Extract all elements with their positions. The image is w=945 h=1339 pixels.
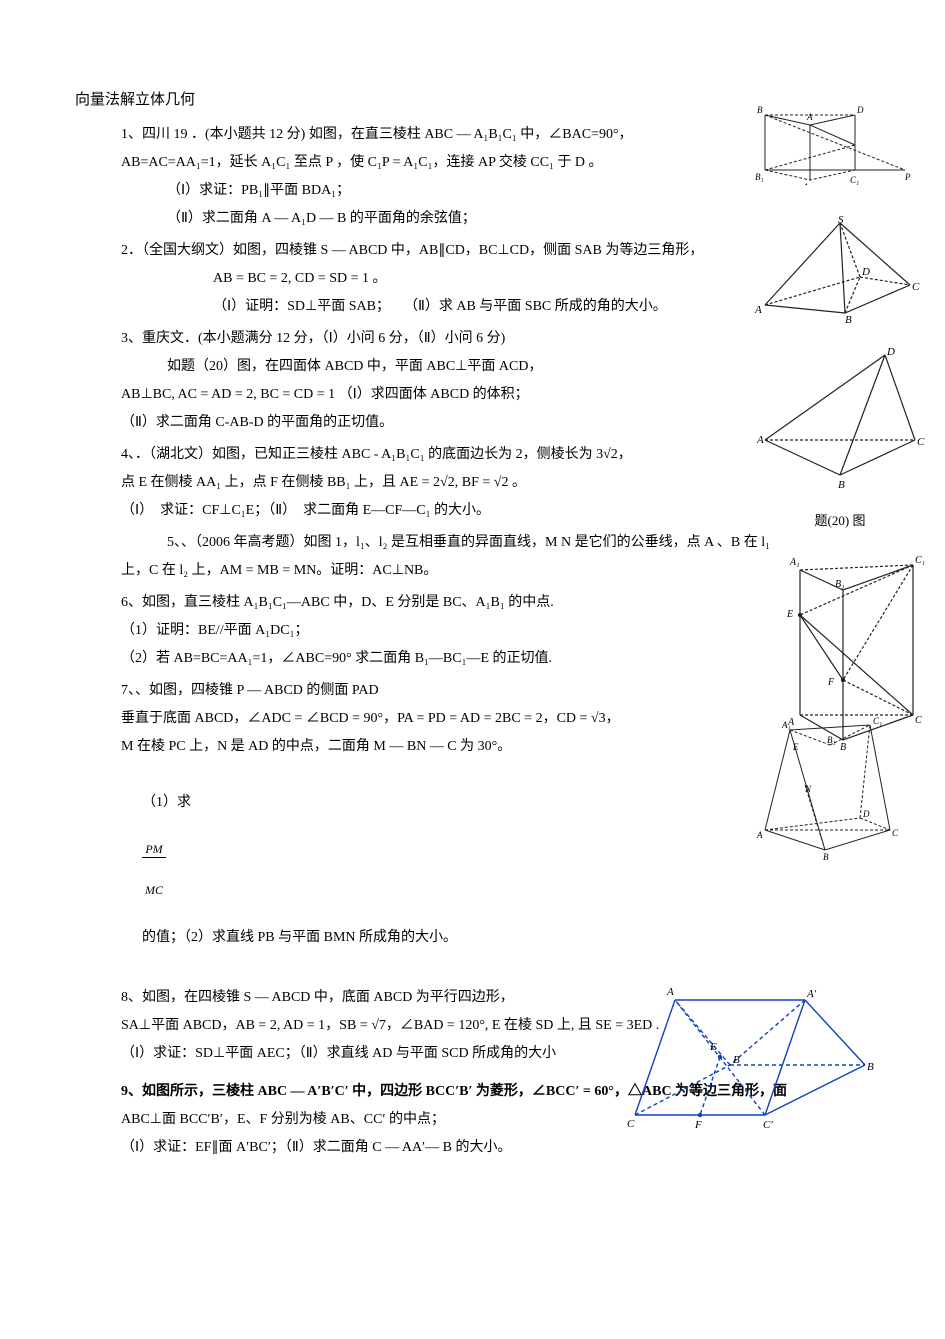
vertex-label: A: [754, 304, 762, 316]
figure-tetra-3: A B C D 题(20) 图: [755, 345, 925, 534]
text-line: 点 E 在侧棱 AA₁ 上，点 F 在侧棱 BB₁ 上，且 AE = 2√2, …: [75, 469, 870, 497]
text-span: 的值；（2）求直线 PB 与平面 BMN 所成角的大小。: [142, 930, 457, 945]
vertex-label: A₁: [789, 557, 800, 568]
vertex-label: A: [756, 434, 764, 446]
vertex-label: P: [904, 172, 911, 182]
page-title: 向量法解立体几何: [75, 85, 870, 115]
vertex-label: B: [733, 1054, 740, 1066]
worksheet-page: 向量法解立体几何 1、四川 19 ．(本小题共 12 分) 如图，在直三棱柱 A…: [0, 0, 945, 1206]
text-line: 4、．（湖北文）如图，已知正三棱柱 ABC - A₁B₁C₁ 的底面边长为 2，…: [75, 441, 870, 469]
vertex-label: E: [709, 1041, 717, 1053]
figure-pyramid-2: S A B C D: [750, 215, 925, 336]
problem-4: 4、．（湖北文）如图，已知正三棱柱 ABC - A₁B₁C₁ 的底面边长为 2，…: [75, 441, 870, 525]
text-line: （Ⅱ）求二面角 C-AB-D 的平面角的正切值。: [75, 409, 870, 437]
vertex-label: F: [694, 1119, 702, 1131]
text-line: 7、、如图，四棱锥 P — ABCD 的侧面 PAD: [75, 677, 870, 705]
vertex-label: A: [666, 986, 674, 998]
vertex-label: C: [915, 715, 922, 726]
vertex-label: C: [917, 436, 925, 448]
vertex-label: A′: [806, 988, 817, 1000]
vertex-label: C: [892, 828, 899, 838]
text-line: AB⊥BC, AC = AD = 2, BC = CD = 1 （Ⅰ）求四面体 …: [75, 381, 870, 409]
vertex-label: D: [861, 266, 870, 278]
text-line: AB=AC=AA₁=1，延长 A₁C₁ 至点 P ，使 C₁P = A₁C₁，连…: [75, 149, 870, 177]
vertex-label: N: [804, 784, 812, 794]
vertex-label: C: [627, 1118, 635, 1130]
text-line: （Ⅰ）求证：PB₁∥平面 BDA₁；: [75, 177, 870, 205]
problem-3: 3、重庆文．(本小题满分 12 分，（Ⅰ）小问 6 分，（Ⅱ）小问 6 分) 如…: [75, 325, 870, 437]
vertex-label: A₁: [781, 720, 791, 730]
text-line: （Ⅰ） 求证：CF⊥C₁E；（Ⅱ） 求二面角 E—CF—C₁ 的大小。: [75, 497, 870, 525]
text-line: M 在棱 PC 上，N 是 AD 的中点，二面角 M — BN — C 为 30…: [75, 733, 870, 761]
text-line: 1、四川 19 ．(本小题共 12 分) 如图，在直三棱柱 ABC — A₁B₁…: [75, 121, 870, 149]
figure-caption: 题(20) 图: [755, 508, 925, 534]
problem-7: 7、、如图，四棱锥 P — ABCD 的侧面 PAD 垂直于底面 ABCD，∠A…: [75, 677, 870, 980]
vertex-label: B₁: [835, 579, 845, 590]
figure-pyramid-7: A B C D A₁ B₁ C₁ E N: [755, 710, 905, 871]
vertex-label: C: [912, 281, 920, 293]
text-line: （1）求 PM MC 的值；（2）求直线 PB 与平面 BMN 所成角的大小。: [75, 761, 870, 980]
vertex-label: B: [757, 105, 763, 115]
vertex-label: C₁: [850, 175, 859, 185]
vertex-label: F: [827, 677, 835, 688]
vertex-label: B′: [867, 1061, 875, 1073]
vertex-label: D: [862, 809, 870, 819]
vertex-label: C′: [763, 1119, 773, 1131]
text-line: 6、如图，直三棱柱 A₁B₁C₁—ABC 中，D、E 分别是 BC、A₁B₁ 的…: [75, 589, 870, 617]
vertex-label: B: [845, 314, 852, 325]
vertex-label: A: [806, 112, 813, 122]
vertex-label: A: [756, 830, 763, 840]
figure-prism-9: A A′ B B′ C C′ E F: [615, 975, 875, 1146]
fraction-denominator: MC: [142, 884, 166, 897]
text-line: 上，C 在 l₂ 上，AM = MB = MN。证明：AC⊥NB。: [75, 557, 870, 585]
vertex-label: B: [838, 479, 845, 491]
text-line: 5、、（2006 年高考题）如图 1，l₁、l₂ 是互相垂直的异面直线，M N …: [75, 529, 870, 557]
vertex-label: C₁: [915, 555, 925, 566]
text-line: （2）若 AB=BC=AA₁=1，∠ABC=90° 求二面角 B₁—BC₁—E …: [75, 645, 870, 673]
vertex-label: D: [856, 105, 864, 115]
fraction: PM MC: [142, 817, 166, 924]
fraction-numerator: PM: [142, 843, 166, 857]
text-line: 如题（20）图，在四面体 ABCD 中，平面 ABC⊥平面 ACD，: [75, 353, 870, 381]
problem-6: 6、如图，直三棱柱 A₁B₁C₁—ABC 中，D、E 分别是 BC、A₁B₁ 的…: [75, 589, 870, 673]
vertex-label: S: [838, 215, 844, 226]
problem-5: 5、、（2006 年高考题）如图 1，l₁、l₂ 是互相垂直的异面直线，M N …: [75, 529, 870, 585]
vertex-label: D: [886, 346, 895, 358]
vertex-label: E: [792, 742, 799, 752]
text-line: （1）证明：BE//平面 A₁DC₁；: [75, 617, 870, 645]
vertex-label: C₁: [873, 716, 882, 726]
vertex-label: E: [786, 609, 793, 620]
text-span: （1）求: [142, 795, 191, 810]
vertex-label: B: [823, 852, 829, 860]
text-line: 垂直于底面 ABCD，∠ADC = ∠BCD = 90°，PA = PD = A…: [75, 705, 870, 733]
vertex-label: B₁: [827, 735, 836, 745]
figure-prism-1: B A D B₁ A₁ C₁ P: [755, 85, 915, 196]
vertex-label: B₁: [755, 172, 764, 182]
vertex-label: A₁: [802, 182, 812, 185]
